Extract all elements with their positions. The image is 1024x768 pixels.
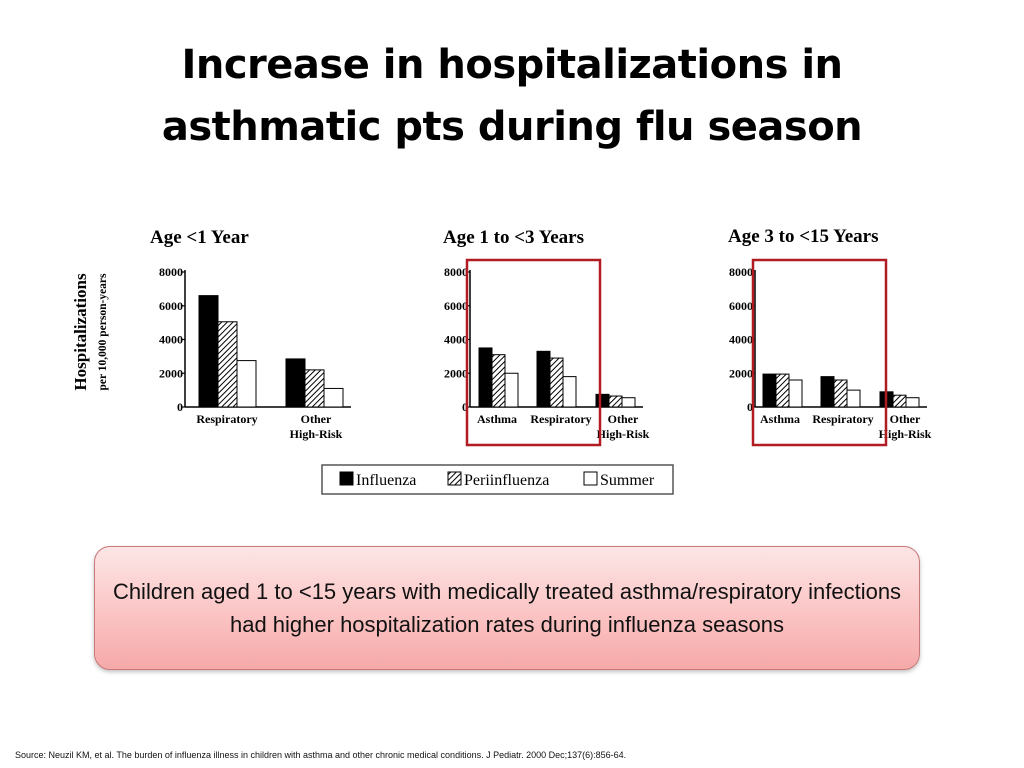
y-tick-label: 0 bbox=[177, 400, 183, 414]
y-axis-sublabel: per 10,000 person-years bbox=[97, 273, 109, 391]
y-tick-label: 8000 bbox=[159, 265, 183, 279]
panel-title: Age 3 to <15 Years bbox=[728, 226, 878, 247]
slide-title: Increase in hospitalizations in asthmati… bbox=[0, 34, 1024, 158]
category-label: Other High-Risk bbox=[597, 412, 650, 441]
bar-influenza-respiratory bbox=[198, 295, 219, 408]
y-tick-label: 8000 bbox=[444, 265, 468, 279]
y-tick-label: 8000 bbox=[729, 265, 753, 279]
legend-swatch-periinfluenza bbox=[447, 471, 462, 486]
slide-title-line-1: Increase in hospitalizations in bbox=[181, 42, 843, 88]
bar-periinfluenza-respiratory bbox=[549, 357, 564, 408]
callout-text: Children aged 1 to <15 years with medica… bbox=[112, 579, 902, 637]
bar-periinfluenza-respiratory bbox=[217, 321, 238, 408]
bar-influenza-other-high-risk bbox=[285, 358, 306, 408]
y-tick-label: 4000 bbox=[444, 333, 468, 347]
bar-periinfluenza-asthma bbox=[491, 354, 506, 408]
y-tick-label: 6000 bbox=[159, 299, 183, 313]
bar-influenza-respiratory bbox=[820, 376, 835, 408]
y-tick-label: 0 bbox=[462, 400, 468, 414]
chart-panel-2: Age 1 to <3 Years 0 2000 4000 6000 8000 Asthma… bbox=[443, 227, 650, 447]
legend-label: Periinfluenza bbox=[464, 472, 549, 489]
category-label: Respiratory bbox=[196, 412, 257, 426]
chart-figure: Hospitalizations per 10,000 person-years… bbox=[71, 226, 932, 495]
bar-influenza-asthma bbox=[762, 373, 777, 408]
category-label: Asthma bbox=[477, 412, 517, 426]
legend-swatch-summer bbox=[583, 471, 598, 486]
y-tick-label: 6000 bbox=[444, 299, 468, 313]
y-tick-label: 4000 bbox=[159, 333, 183, 347]
legend: Influenza Periinfluenza Summer bbox=[321, 464, 674, 495]
highlight-box bbox=[465, 258, 602, 447]
y-tick-label: 4000 bbox=[729, 333, 753, 347]
highlight-box bbox=[751, 258, 888, 447]
category-label: Asthma bbox=[760, 412, 800, 426]
bar-summer-asthma bbox=[788, 379, 803, 408]
legend-frame bbox=[321, 464, 674, 495]
bar-summer-respiratory bbox=[846, 389, 861, 408]
y-tick-label: 6000 bbox=[729, 299, 753, 313]
bar-periinfluenza-other-high-risk bbox=[892, 394, 907, 408]
source-citation: Source: Neuzil KM, et al. The burden of … bbox=[15, 750, 627, 760]
y-tick-label: 2000 bbox=[729, 366, 753, 380]
bar-periinfluenza-other-high-risk bbox=[608, 395, 623, 408]
bar-summer-other-high-risk bbox=[621, 397, 636, 408]
bar-influenza-respiratory bbox=[536, 350, 551, 408]
category-label: Respiratory bbox=[812, 412, 873, 426]
bar-periinfluenza-respiratory bbox=[833, 379, 848, 408]
panel-title: Age <1 Year bbox=[150, 227, 249, 248]
panel-title: Age 1 to <3 Years bbox=[443, 227, 584, 248]
bar-influenza-asthma bbox=[478, 347, 493, 408]
legend-label: Influenza bbox=[356, 472, 416, 489]
callout-box: Children aged 1 to <15 years with medica… bbox=[94, 546, 920, 670]
y-tick-label: 2000 bbox=[159, 366, 183, 380]
legend-label: Summer bbox=[600, 472, 655, 489]
y-axis-label: Hospitalizations bbox=[71, 273, 90, 391]
y-tick-label: 0 bbox=[747, 400, 753, 414]
category-label: Respiratory bbox=[530, 412, 591, 426]
bar-summer-other-high-risk bbox=[905, 397, 920, 408]
bar-summer-respiratory bbox=[236, 360, 257, 408]
category-label: Other High-Risk bbox=[879, 412, 932, 441]
bar-periinfluenza-other-high-risk bbox=[304, 369, 325, 408]
bar-summer-asthma bbox=[504, 372, 519, 408]
y-axis-label-group: Hospitalizations per 10,000 person-years bbox=[71, 273, 109, 391]
y-tick-label: 2000 bbox=[444, 366, 468, 380]
legend-swatch-influenza bbox=[339, 471, 354, 486]
bar-influenza-other-high-risk bbox=[595, 393, 610, 408]
chart-panel-3: Age 3 to <15 Years 0 2000 4000 6000 8000 Asthm… bbox=[728, 226, 932, 447]
slide-title-line-2: asthmatic pts during flu season bbox=[161, 104, 863, 150]
bar-summer-respiratory bbox=[562, 376, 577, 408]
bar-periinfluenza-asthma bbox=[775, 373, 790, 408]
category-label: Other High-Risk bbox=[290, 412, 343, 441]
bar-summer-other-high-risk bbox=[323, 387, 344, 408]
chart-panel-1: Age <1 Year 0 2000 4000 6000 8000 Respiratory O… bbox=[150, 227, 351, 441]
